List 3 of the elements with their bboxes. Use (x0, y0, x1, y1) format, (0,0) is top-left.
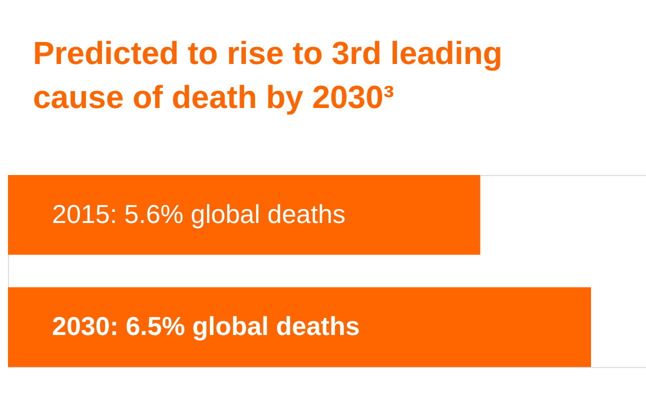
y-tick-label: 2015: 5.6% global deaths (52, 198, 346, 229)
y-tick-label: 2030: 6.5% global deaths (52, 311, 360, 342)
chart-title: Predicted to rise to 3rd leading cause of death by 2030³ (33, 35, 502, 115)
